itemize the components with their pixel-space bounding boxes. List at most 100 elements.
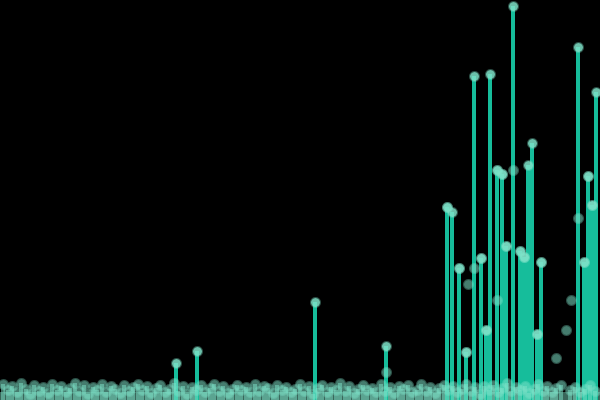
- baseline-point: [407, 387, 417, 397]
- baseline-point: [317, 380, 327, 390]
- baseline-point: [580, 384, 590, 394]
- baseline-point: [570, 382, 580, 392]
- baseline-stem: [212, 384, 216, 400]
- baseline-point: [299, 386, 309, 396]
- baseline-point: [236, 385, 246, 395]
- baseline-point: [434, 383, 444, 393]
- stem: [511, 6, 515, 400]
- data-point-marker: [442, 202, 452, 212]
- baseline-point: [484, 385, 494, 395]
- baseline-point: [101, 387, 111, 397]
- baseline-point: [250, 379, 260, 389]
- data-point-marker: [566, 295, 576, 305]
- stem: [576, 47, 580, 400]
- baseline-point: [326, 382, 336, 392]
- baseline-stem: [127, 391, 131, 400]
- baseline-stem: [140, 390, 144, 400]
- baseline-stem: [154, 388, 158, 400]
- baseline-point: [565, 385, 575, 395]
- stem-marker: [310, 297, 320, 307]
- baseline-stem: [397, 386, 401, 400]
- baseline-point: [353, 384, 363, 394]
- stem: [522, 257, 526, 400]
- baseline-stem: [500, 388, 504, 400]
- baseline-point: [16, 378, 26, 388]
- baseline-point: [398, 384, 408, 394]
- baseline-stem: [401, 389, 405, 400]
- baseline-point: [452, 387, 462, 397]
- data-point-marker: [497, 169, 507, 179]
- stem-marker: [508, 1, 518, 11]
- stem: [479, 258, 483, 400]
- baseline-point: [218, 381, 228, 391]
- baseline-point: [115, 388, 125, 398]
- baseline-stem: [293, 389, 297, 400]
- baseline-point: [551, 383, 561, 393]
- baseline-stem: [509, 391, 513, 400]
- data-point-marker: [508, 165, 518, 175]
- baseline-stem: [68, 388, 72, 400]
- baseline-point: [178, 381, 188, 391]
- baseline-stem: [573, 387, 577, 400]
- data-point-marker: [579, 257, 589, 267]
- baseline-point: [200, 387, 210, 397]
- stem-marker: [192, 346, 202, 356]
- baseline-stem: [176, 391, 180, 400]
- baseline-stem: [50, 384, 54, 400]
- baseline-point: [506, 386, 516, 396]
- baseline-point: [227, 384, 237, 394]
- data-point-marker: [463, 279, 473, 289]
- baseline-point: [281, 382, 291, 392]
- baseline-stem: [473, 387, 477, 400]
- baseline-stem: [568, 390, 572, 400]
- baseline-point: [479, 381, 489, 391]
- baseline-stem: [487, 390, 491, 400]
- baseline-stem: [6, 390, 10, 400]
- baseline-point: [466, 386, 476, 396]
- baseline-stem: [437, 388, 441, 400]
- baseline-stem: [1, 384, 5, 400]
- baseline-stem: [91, 387, 95, 400]
- baseline-stem: [19, 383, 23, 400]
- baseline-point: [21, 384, 31, 394]
- baseline-point: [358, 380, 368, 390]
- stem-marker: [485, 69, 495, 79]
- baseline-stem: [10, 386, 14, 400]
- baseline-point: [61, 387, 71, 397]
- baseline-point: [412, 385, 422, 395]
- baseline-stem: [365, 390, 369, 400]
- baseline-point: [470, 382, 480, 392]
- baseline-stem: [302, 391, 306, 400]
- stem: [518, 251, 522, 400]
- stem: [500, 174, 504, 400]
- baseline-stem: [415, 390, 419, 400]
- baseline-point: [38, 382, 48, 392]
- data-point-marker: [536, 257, 546, 267]
- baseline-stem: [266, 388, 270, 400]
- baseline-stem: [122, 385, 126, 400]
- baseline-stem: [518, 390, 522, 400]
- baseline-point: [590, 386, 600, 396]
- baseline-point: [110, 384, 120, 394]
- baseline-point: [533, 379, 543, 389]
- baseline-stem: [554, 388, 558, 400]
- baseline-stem: [491, 385, 495, 400]
- baseline-point: [241, 382, 251, 392]
- baseline-point: [79, 380, 89, 390]
- baseline-stem: [59, 386, 63, 400]
- baseline-point: [538, 386, 548, 396]
- data-point-marker: [573, 213, 583, 223]
- baseline-stem: [221, 386, 225, 400]
- stem: [457, 268, 461, 400]
- baseline-point: [232, 380, 242, 390]
- baseline-stem: [77, 391, 81, 400]
- baseline-stem: [419, 384, 423, 400]
- stem: [484, 330, 488, 400]
- baseline-point: [403, 380, 413, 390]
- baseline-point: [376, 379, 386, 389]
- baseline-point: [3, 385, 13, 395]
- baseline-point: [515, 385, 525, 395]
- baseline-stem: [194, 390, 198, 400]
- data-point-marker: [461, 347, 471, 357]
- stem: [195, 351, 199, 400]
